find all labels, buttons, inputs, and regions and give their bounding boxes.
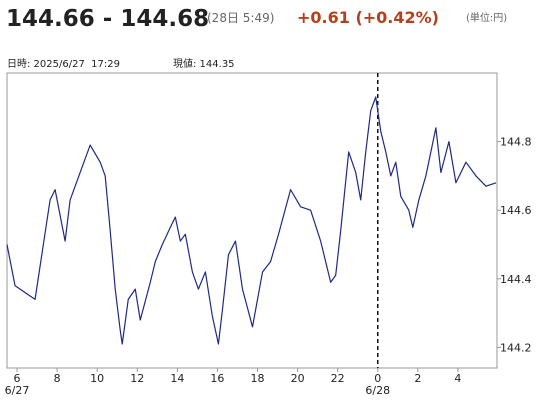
x-tick-label: 8 [54, 372, 61, 385]
x-tick-label: 2 [414, 372, 421, 385]
cursor-value: 現値: 144.35 [173, 57, 235, 70]
price-change: +0.61 (+0.42%) [297, 8, 439, 27]
x-tick-label: 22 [331, 372, 345, 385]
x-tick-label: 20 [291, 372, 305, 385]
y-tick-label: 144.4 [500, 273, 532, 286]
x-tick-label: 16 [210, 372, 224, 385]
date-label: 6/28 [365, 384, 390, 397]
x-tick-label: 0 [374, 372, 381, 385]
price-line [6, 96, 497, 345]
plot-frame [6, 72, 498, 369]
update-time: (28日 5:49) [207, 11, 274, 25]
y-tick-label: 144.6 [500, 204, 532, 217]
cursor-datetime: 日時: 2025/6/27 17:29 [7, 58, 120, 70]
x-tick-label: 18 [251, 372, 265, 385]
x-tick-label: 14 [170, 372, 184, 385]
x-tick-label: 10 [90, 372, 104, 385]
x-tick-label: 12 [130, 372, 144, 385]
y-tick-label: 144.8 [500, 136, 532, 149]
x-tick-label: 6 [14, 372, 21, 385]
date-label: 6/27 [5, 384, 30, 397]
y-tick-label: 144.2 [500, 341, 532, 354]
price-range: 144.66 - 144.68 [6, 6, 209, 32]
unit: (単位:円) [466, 11, 507, 24]
x-tick-label: 4 [454, 372, 461, 385]
